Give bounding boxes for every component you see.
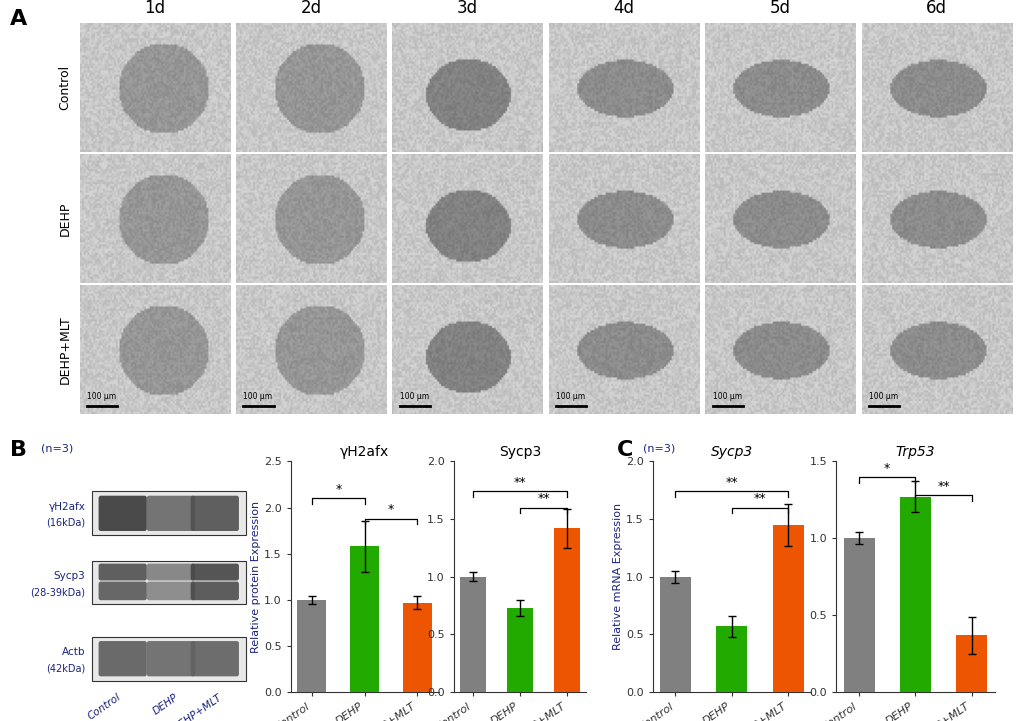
Text: B: B xyxy=(10,440,28,460)
FancyBboxPatch shape xyxy=(191,564,238,580)
Text: 6d: 6d xyxy=(925,0,947,17)
Text: DEHP: DEHP xyxy=(151,692,179,717)
FancyBboxPatch shape xyxy=(147,564,195,580)
FancyBboxPatch shape xyxy=(99,496,147,531)
Text: **: ** xyxy=(537,492,549,505)
Text: A: A xyxy=(10,9,28,29)
Title: Trp53: Trp53 xyxy=(895,445,934,459)
Text: 100 μm: 100 μm xyxy=(399,392,429,401)
Text: *: * xyxy=(335,483,341,496)
FancyBboxPatch shape xyxy=(191,496,238,531)
Text: (n=3): (n=3) xyxy=(642,443,675,454)
Text: Control: Control xyxy=(58,65,71,110)
Y-axis label: Relative protein Expression: Relative protein Expression xyxy=(251,501,261,653)
Text: **: ** xyxy=(514,476,526,489)
Text: 4d: 4d xyxy=(612,0,634,17)
Text: DEHP+MLT: DEHP+MLT xyxy=(170,692,223,721)
FancyBboxPatch shape xyxy=(147,496,195,531)
Text: Control: Control xyxy=(86,692,122,721)
Y-axis label: Relative mRNA Expression: Relative mRNA Expression xyxy=(612,503,623,650)
Text: DEHP: DEHP xyxy=(58,201,71,236)
Text: Sycp3: Sycp3 xyxy=(54,571,86,581)
Text: *: * xyxy=(883,461,890,474)
FancyBboxPatch shape xyxy=(99,564,147,580)
Text: **: ** xyxy=(936,480,949,493)
Text: 2d: 2d xyxy=(301,0,321,17)
Text: C: C xyxy=(616,440,633,460)
Title: Sycp3: Sycp3 xyxy=(710,445,752,459)
Bar xyxy=(554,528,580,692)
Bar xyxy=(899,497,930,692)
Text: 100 μm: 100 μm xyxy=(244,392,272,401)
Text: **: ** xyxy=(753,492,765,505)
Title: γH2afx: γH2afx xyxy=(339,445,389,459)
Text: 5d: 5d xyxy=(769,0,790,17)
FancyBboxPatch shape xyxy=(147,582,195,600)
FancyBboxPatch shape xyxy=(99,582,147,600)
Text: 100 μm: 100 μm xyxy=(868,392,898,401)
Bar xyxy=(298,600,326,692)
Bar xyxy=(506,608,533,692)
FancyBboxPatch shape xyxy=(92,637,246,681)
Bar xyxy=(715,627,747,692)
Text: γH2afx: γH2afx xyxy=(49,502,86,512)
Title: Sycp3: Sycp3 xyxy=(498,445,541,459)
Text: (n=3): (n=3) xyxy=(41,443,73,454)
Text: 100 μm: 100 μm xyxy=(555,392,585,401)
Text: (16kDa): (16kDa) xyxy=(46,518,86,528)
FancyBboxPatch shape xyxy=(191,641,238,676)
FancyBboxPatch shape xyxy=(99,641,147,676)
Text: Actb: Actb xyxy=(62,647,86,657)
Bar xyxy=(956,635,986,692)
Text: 100 μm: 100 μm xyxy=(87,392,116,401)
FancyBboxPatch shape xyxy=(147,641,195,676)
Bar xyxy=(350,547,379,692)
FancyBboxPatch shape xyxy=(191,582,238,600)
Text: (28-39kDa): (28-39kDa) xyxy=(31,587,86,597)
FancyBboxPatch shape xyxy=(92,492,246,535)
Text: 100 μm: 100 μm xyxy=(712,392,741,401)
Text: 1d: 1d xyxy=(144,0,165,17)
Bar xyxy=(772,525,803,692)
Text: (42kDa): (42kDa) xyxy=(46,663,86,673)
Text: DEHP+MLT: DEHP+MLT xyxy=(58,315,71,384)
Bar xyxy=(843,539,873,692)
FancyBboxPatch shape xyxy=(92,561,246,604)
Text: 3d: 3d xyxy=(457,0,478,17)
Bar xyxy=(659,577,690,692)
Text: **: ** xyxy=(725,476,738,489)
Bar xyxy=(460,577,485,692)
Text: *: * xyxy=(387,503,393,516)
Bar xyxy=(403,603,431,692)
